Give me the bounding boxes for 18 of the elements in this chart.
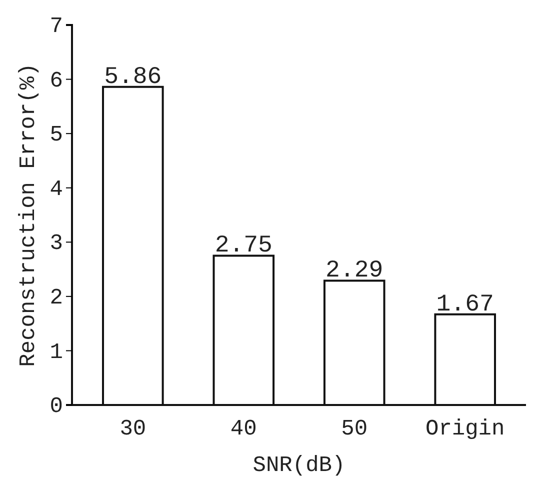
data-label: 2.75 [214,232,272,260]
data-label: 5.86 [104,64,162,91]
x-axis-title: SNR(dB) [252,453,346,478]
y-axis-title: Reconstruction Error(%) [16,63,41,367]
data-label: 2.29 [326,258,384,285]
y-tick-label: 4 [50,176,63,202]
x-tick-label: 50 [341,416,368,442]
y-tick-label: 7 [50,14,63,40]
x-tick-label: 30 [120,416,146,442]
x-tick-label: Origin [425,416,505,442]
y-tick-label: 6 [50,68,63,94]
data-label: 1.67 [436,291,494,318]
y-tick-label: 1 [50,340,63,365]
y-tick-label: 0 [50,394,63,420]
x-tick-label: 40 [230,416,257,442]
y-tick-label: 5 [50,122,63,148]
y-tick-label: 3 [50,231,63,256]
y-tick-label: 2 [50,285,63,310]
